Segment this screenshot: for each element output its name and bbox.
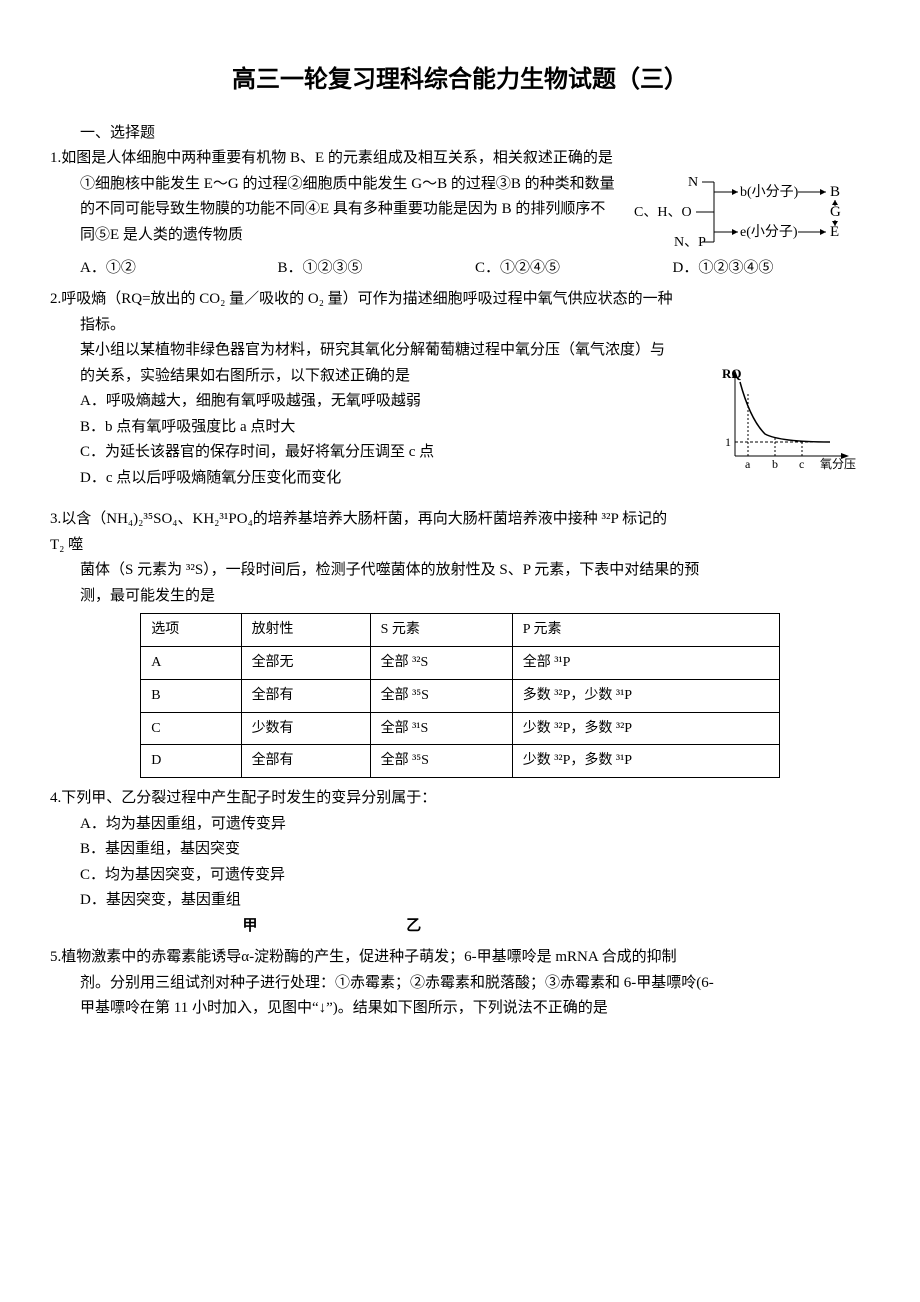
q1-stem: 1.如图是人体细胞中两种重要有机物 B、E 的元素组成及相互关系，相关叙述正确的… (50, 146, 870, 172)
q5-line2: 剂。分别用三组试剂对种子进行处理：①赤霉素；②赤霉素和脱落酸；③赤霉素和 6-甲… (50, 971, 870, 997)
table-row: A 全部无 全部 ³²S 全部 ³¹P (141, 647, 780, 680)
q3-line4: 测，最可能发生的是 (50, 584, 870, 610)
chart-y1: 1 (725, 435, 731, 449)
chart-b: b (772, 457, 778, 471)
diagram-NP: N、P (674, 235, 706, 250)
td: 少数 ³²P，多数 ³¹P (512, 745, 779, 778)
td: D (141, 745, 241, 778)
chart-xlabel: 氧分压 (820, 457, 856, 471)
q4-stem: 4.下列甲、乙分裂过程中产生配子时发生的变异分别属于： (50, 786, 870, 812)
q1-opt-a: A．①② (80, 256, 278, 282)
td: 多数 ³²P，少数 ³¹P (512, 679, 779, 712)
chart-ylabel: RQ (722, 366, 742, 381)
diagram-E: E (830, 224, 839, 240)
q1-opt-c: C．①②④⑤ (475, 256, 673, 282)
q3-line3: 菌体（S 元素为 ³²S），一段时间后，检测子代噬菌体的放射性及 S、P 元素，… (50, 558, 870, 584)
q1-opt-d: D．①②③④⑤ (673, 256, 871, 282)
question-1: 1.如图是人体细胞中两种重要有机物 B、E 的元素组成及相互关系，相关叙述正确的… (50, 146, 870, 281)
diagram-e-small: e(小分子) (740, 224, 798, 240)
td: 全部 ³⁵S (370, 679, 512, 712)
question-5: 5.植物激素中的赤霉素能诱导α-淀粉酶的产生，促进种子萌发；6-甲基嘌呤是 mR… (50, 945, 870, 1022)
table-row: D 全部有 全部 ³⁵S 少数 ³²P，多数 ³¹P (141, 745, 780, 778)
q4-opt-d: D．基因突变，基因重组 (50, 888, 870, 914)
q1-diagram: N C、H、O N、P b(小分子) B e(小分子) E G (630, 172, 870, 256)
q2-line3: 某小组以某植物非绿色器官为材料，研究其氧化分解葡萄糖过程中氧分压（氧气浓度）与 (50, 338, 870, 364)
td: 全部有 (241, 745, 370, 778)
q4-caption-right: 乙 (334, 914, 494, 940)
td: 全部 ³²S (370, 647, 512, 680)
table-row: B 全部有 全部 ³⁵S 多数 ³²P，少数 ³¹P (141, 679, 780, 712)
td: 少数有 (241, 712, 370, 745)
th: 选项 (141, 614, 241, 647)
question-3: 3.以含（NH₄)₂³⁵SO₄、KH₂³¹PO₄的培养基培养大肠杆菌，再向大肠杆… (50, 507, 870, 778)
q3-table: 选项 放射性 S 元素 P 元素 A 全部无 全部 ³²S 全部 ³¹P B 全… (140, 613, 780, 778)
chart-a: a (745, 457, 751, 471)
td: 少数 ³²P，多数 ³²P (512, 712, 779, 745)
td: B (141, 679, 241, 712)
q5-line1: 5.植物激素中的赤霉素能诱导α-淀粉酶的产生，促进种子萌发；6-甲基嘌呤是 mR… (50, 945, 870, 971)
table-header-row: 选项 放射性 S 元素 P 元素 (141, 614, 780, 647)
chart-c: c (799, 457, 804, 471)
th: 放射性 (241, 614, 370, 647)
q4-opt-c: C．均为基因突变，可遗传变异 (50, 863, 870, 889)
q3-line1: 3.以含（NH₄)₂³⁵SO₄、KH₂³¹PO₄的培养基培养大肠杆菌，再向大肠杆… (50, 507, 870, 533)
td: 全部 ³⁵S (370, 745, 512, 778)
q1-options: A．①② B．①②③⑤ C．①②④⑤ D．①②③④⑤ (50, 256, 870, 282)
td: 全部 ³¹S (370, 712, 512, 745)
question-2: 2.呼吸熵（RQ=放出的 CO₂ 量／吸收的 O₂ 量）可作为描述细胞呼吸过程中… (50, 287, 870, 491)
td: 全部无 (241, 647, 370, 680)
th: P 元素 (512, 614, 779, 647)
diagram-CHO: C、H、O (634, 205, 692, 220)
question-4: 4.下列甲、乙分裂过程中产生配子时发生的变异分别属于： A．均为基因重组，可遗传… (50, 786, 870, 939)
q2-line1: 2.呼吸熵（RQ=放出的 CO₂ 量／吸收的 O₂ 量）可作为描述细胞呼吸过程中… (50, 287, 870, 313)
q4-caption-left: 甲 (170, 914, 330, 940)
td: C (141, 712, 241, 745)
diagram-N: N (688, 175, 698, 190)
diagram-G: G (830, 204, 841, 220)
th: S 元素 (370, 614, 512, 647)
q2-chart: RQ 1 a b c 氧分压 (720, 364, 870, 474)
q2-line2: 指标。 (50, 313, 870, 339)
td: 全部 ³¹P (512, 647, 779, 680)
q1-opt-b: B．①②③⑤ (278, 256, 476, 282)
page-title: 高三一轮复习理科综合能力生物试题（三） (50, 60, 870, 101)
td: A (141, 647, 241, 680)
section-heading: 一、选择题 (50, 121, 870, 147)
q5-line3: 甲基嘌呤在第 11 小时加入，见图中“↓”)。结果如下图所示，下列说法不正确的是 (50, 996, 870, 1022)
table-row: C 少数有 全部 ³¹S 少数 ³²P，多数 ³²P (141, 712, 780, 745)
q4-opt-a: A．均为基因重组，可遗传变异 (50, 812, 870, 838)
td: 全部有 (241, 679, 370, 712)
q3-line2: T₂ 噬 (50, 533, 870, 559)
diagram-b-small: b(小分子) (740, 184, 799, 200)
q4-opt-b: B．基因重组，基因突变 (50, 837, 870, 863)
diagram-B: B (830, 184, 840, 200)
